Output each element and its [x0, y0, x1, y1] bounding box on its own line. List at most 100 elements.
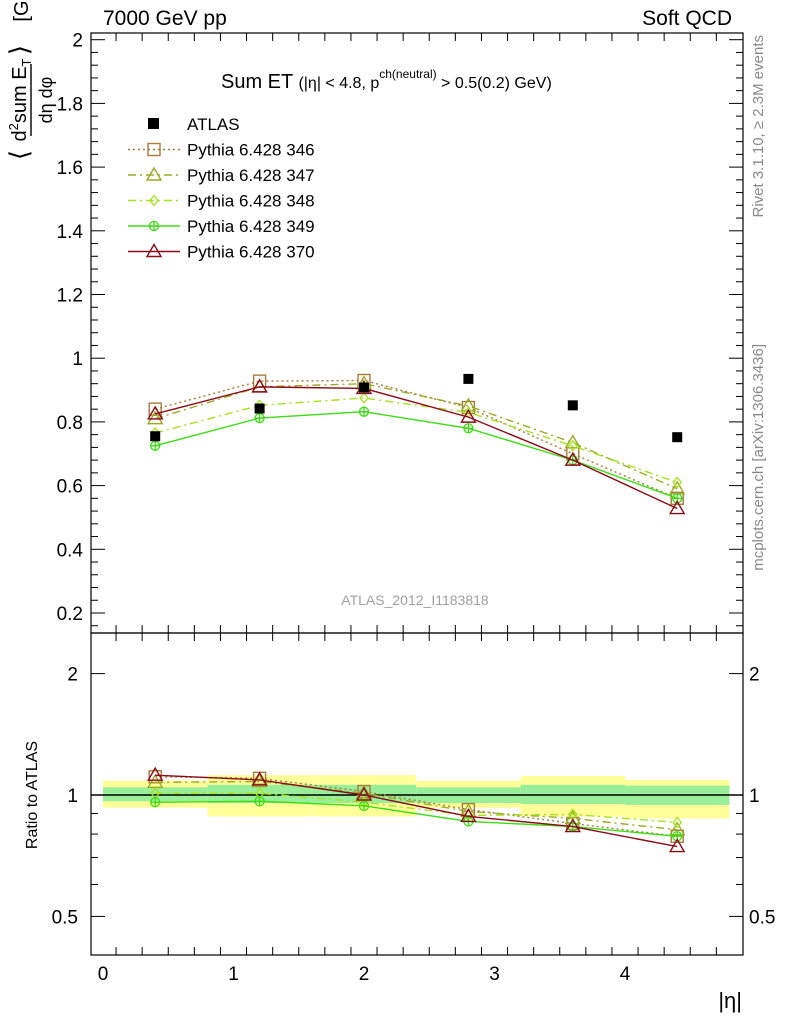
legend-marker-2 — [145, 166, 163, 181]
series-1-point-0 — [148, 402, 162, 416]
main-y-tick-label-7: 1.6 — [57, 158, 83, 179]
ratio-y-tick-label-left-1: 1 — [67, 786, 78, 807]
main-series — [146, 373, 686, 515]
series-line-2 — [154, 382, 678, 490]
ratio-y-tick-label-left-0: 0.5 — [52, 907, 78, 928]
band-inner-1 — [207, 784, 312, 804]
series-4-point-0 — [150, 440, 161, 451]
main-y-ticks — [91, 39, 743, 627]
ratio-4-point-5 — [668, 838, 686, 853]
ratio-4-point-4 — [564, 818, 582, 833]
main-y-tick-label-4: 1 — [72, 349, 83, 370]
series-line-1 — [155, 379, 678, 499]
atlas-point-0 — [150, 431, 161, 442]
legend-marker-1 — [147, 142, 161, 157]
ratio-y-tick-label-left-2: 2 — [67, 665, 78, 686]
legend-label-1: Pythia 6.428 346 — [187, 141, 315, 160]
side-label-mcplots: mcplots.cern.ch [arXiv:1306.3436] — [750, 344, 767, 571]
main-y-tick-label-6: 1.4 — [57, 222, 84, 243]
legend-marker-4 — [148, 220, 160, 232]
series-line-3 — [155, 397, 678, 484]
x-tick-label-3: 3 — [489, 964, 500, 985]
ratio-3-point-0 — [150, 797, 161, 808]
ratio-4-point-1 — [251, 771, 268, 786]
chart-title: Sum ET (|η| < 4.8, pch(neutral) > 0.5(0.… — [221, 67, 552, 93]
ylabel-denominator: dη dφ — [36, 77, 56, 124]
series-3-point-2 — [359, 391, 369, 405]
ratio-0-point-0 — [148, 770, 162, 784]
ratio-series — [146, 766, 686, 853]
legend-marker-0 — [148, 118, 159, 129]
series-3-point-5 — [672, 476, 683, 489]
ylabel-bracket-left: ⟨ — [4, 150, 34, 160]
series-4-point-3 — [463, 423, 474, 434]
header-right: Soft QCD — [642, 7, 732, 30]
legend-marker-3 — [149, 194, 159, 207]
ratio-line-1 — [155, 780, 678, 831]
series-2-point-0 — [146, 410, 164, 425]
ratio-3-point-1 — [254, 796, 265, 807]
atlas-point-5 — [672, 432, 683, 443]
ratio-4-point-0 — [146, 766, 164, 781]
ylabel-bracket-right: ⟩ — [4, 45, 34, 55]
series-1-point-5 — [670, 491, 684, 506]
ratio-3-point-2 — [358, 800, 370, 811]
watermark: ATLAS_2012_I1183818 — [341, 592, 489, 608]
main-y-tick-label-5: 1.2 — [57, 286, 83, 307]
series-5-point-4 — [564, 451, 582, 466]
main-y-tick-label-0: 0.2 — [57, 604, 83, 625]
legend-label-2: Pythia 6.428 347 — [187, 166, 315, 185]
ratio-frame — [90, 632, 744, 956]
ylabel-unit: [GeV] — [11, 0, 33, 22]
series-2-point-1 — [251, 378, 268, 393]
x-tick-label-2: 2 — [359, 964, 370, 985]
legend-label-4: Pythia 6.428 349 — [187, 217, 315, 236]
main-y-tick-label-3: 0.8 — [57, 413, 83, 434]
ratio-1-point-2 — [355, 784, 373, 799]
series-2-point-4 — [564, 434, 582, 449]
ratio-y-tick-label-right-0: 0.5 — [749, 907, 775, 928]
ratio-2-point-5 — [672, 816, 683, 829]
ylabel-numerator: d2sum ET — [6, 58, 34, 141]
series-line-5 — [155, 386, 678, 510]
side-label-rivet: Rivet 3.1.10, ≥ 2.3M events — [750, 35, 767, 218]
x-ticks — [115, 33, 717, 955]
series-5-point-1 — [251, 378, 268, 393]
x-tick-label-1: 1 — [228, 964, 239, 985]
ratio-line-3 — [155, 800, 678, 837]
legend-label-3: Pythia 6.428 348 — [187, 192, 315, 211]
series-3-point-4 — [567, 439, 578, 452]
ratio-4-point-2 — [355, 786, 373, 801]
series-5-point-5 — [668, 500, 686, 515]
legend-label-0: ATLAS — [187, 115, 240, 134]
atlas-point-3 — [463, 373, 474, 384]
legend-marker-5 — [145, 243, 163, 258]
main-y-tick-label-8: 1.8 — [57, 94, 83, 115]
atlas-point-4 — [567, 400, 578, 411]
atlas-point-2 — [359, 382, 369, 393]
main-y-tick-label-2: 0.6 — [57, 477, 83, 498]
ratio-y-tick-label-right-1: 1 — [749, 786, 760, 807]
ratio-line-2 — [155, 792, 678, 824]
series-4-point-1 — [254, 412, 265, 424]
atlas-point-1 — [254, 403, 265, 414]
legend: ATLAS Pythia 6.428 346 Pythia 6.428 347 Pyt… — [128, 115, 315, 262]
series-5-point-3 — [460, 408, 477, 423]
legend-label-5: Pythia 6.428 370 — [187, 243, 315, 262]
ratio-y-axis-label: Ratio to ATLAS — [24, 741, 41, 849]
x-axis-label: |η| — [718, 988, 742, 1013]
main-y-tick-label-9: 2 — [72, 31, 83, 52]
series-4-point-2 — [358, 406, 370, 417]
x-tick-label-4: 4 — [620, 964, 631, 985]
main-y-tick-label-1: 0.4 — [57, 540, 84, 561]
ratio-4-point-3 — [460, 808, 477, 823]
series-5-point-0 — [146, 405, 164, 420]
header-left: 7000 GeV pp — [103, 7, 227, 30]
x-tick-label-0: 0 — [98, 964, 109, 985]
ratio-y-tick-label-right-2: 2 — [749, 665, 760, 686]
ratio-line-4 — [155, 774, 678, 848]
ratio-y-ticks — [91, 673, 743, 917]
